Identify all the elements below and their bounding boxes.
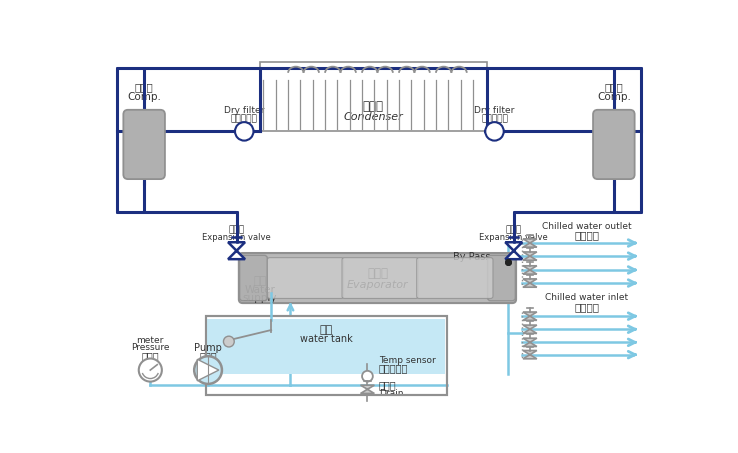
Text: 冰水出口: 冰水出口	[574, 230, 599, 240]
Polygon shape	[523, 252, 537, 260]
FancyBboxPatch shape	[207, 319, 445, 374]
Text: Dry filter: Dry filter	[475, 106, 514, 115]
Circle shape	[362, 371, 373, 381]
Text: Evaporator: Evaporator	[347, 280, 408, 289]
FancyBboxPatch shape	[240, 255, 267, 301]
Text: Chilled water inlet: Chilled water inlet	[545, 293, 629, 302]
Text: 膨胀阀: 膨胀阀	[506, 226, 522, 234]
Polygon shape	[228, 242, 245, 259]
FancyBboxPatch shape	[342, 258, 418, 299]
Text: meter: meter	[137, 336, 164, 345]
Text: 蒸发器: 蒸发器	[367, 267, 388, 280]
FancyBboxPatch shape	[206, 316, 446, 395]
Circle shape	[486, 122, 504, 140]
Text: 压缩机: 压缩机	[604, 82, 623, 92]
Polygon shape	[523, 351, 537, 359]
Text: Chilled water outlet: Chilled water outlet	[542, 222, 632, 231]
Text: 干燥过滤器: 干燥过滤器	[481, 115, 508, 124]
Text: Drain: Drain	[379, 389, 404, 398]
Text: 循环泵: 循环泵	[199, 351, 217, 361]
Text: Pump: Pump	[194, 343, 222, 353]
Text: 冰水入口: 冰水入口	[574, 302, 599, 312]
Polygon shape	[523, 266, 537, 274]
Text: Expansion valve: Expansion valve	[202, 233, 271, 242]
Text: water tank: water tank	[300, 334, 353, 344]
Text: Comp.: Comp.	[127, 92, 161, 102]
Polygon shape	[523, 239, 537, 247]
Circle shape	[194, 356, 222, 384]
Circle shape	[235, 122, 253, 140]
Text: Water: Water	[244, 285, 275, 295]
FancyBboxPatch shape	[593, 110, 635, 179]
FancyBboxPatch shape	[260, 62, 487, 131]
Text: Dry filter: Dry filter	[224, 106, 264, 115]
Text: Comp.: Comp.	[597, 92, 631, 102]
Circle shape	[224, 336, 234, 347]
FancyBboxPatch shape	[488, 255, 515, 301]
Text: 干燥过滤器: 干燥过滤器	[231, 115, 258, 124]
Polygon shape	[523, 325, 537, 333]
Text: 压力表: 压力表	[142, 351, 159, 361]
Polygon shape	[523, 338, 537, 347]
Polygon shape	[506, 242, 523, 259]
FancyBboxPatch shape	[123, 110, 165, 179]
FancyBboxPatch shape	[239, 253, 516, 303]
Text: 压缩机: 压缩机	[135, 82, 154, 92]
Polygon shape	[523, 312, 537, 320]
Text: 冷凝器: 冷凝器	[362, 100, 384, 113]
Text: Condenser: Condenser	[343, 112, 403, 122]
Text: 水箱: 水箱	[320, 325, 333, 335]
Text: Expansion valve: Expansion valve	[480, 233, 548, 242]
Text: supply: supply	[242, 293, 277, 303]
Text: 补水: 补水	[253, 276, 266, 286]
Text: Pressure: Pressure	[131, 343, 170, 352]
Circle shape	[139, 358, 162, 381]
Text: Temp sensor: Temp sensor	[379, 356, 435, 365]
Polygon shape	[361, 385, 374, 394]
Text: 膨胀阀: 膨胀阀	[229, 226, 244, 234]
Text: 排水口: 排水口	[379, 381, 396, 390]
Polygon shape	[197, 359, 219, 381]
Text: By Pass: By Pass	[452, 252, 490, 262]
Text: 温度传感器: 温度传感器	[379, 363, 408, 374]
Text: T: T	[365, 372, 370, 381]
FancyBboxPatch shape	[267, 258, 344, 299]
FancyBboxPatch shape	[417, 258, 493, 299]
Polygon shape	[523, 279, 537, 287]
